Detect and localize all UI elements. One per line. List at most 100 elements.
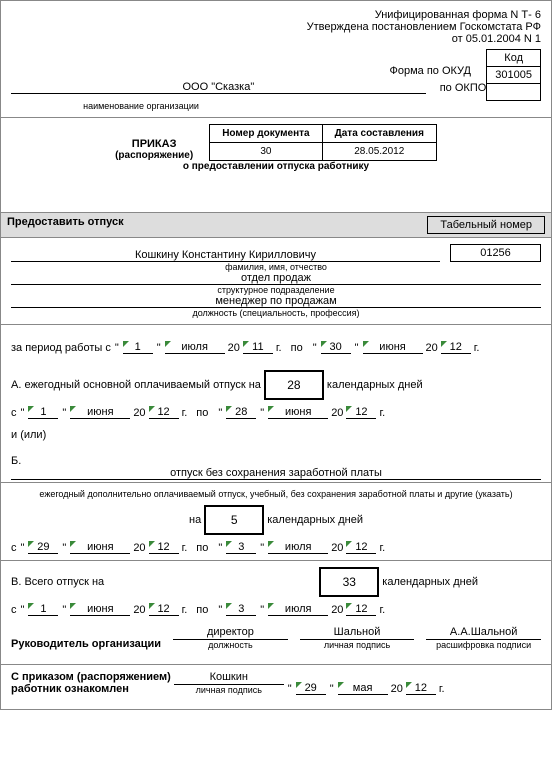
ack-sig: Кошкин: [174, 671, 284, 685]
y20: 20: [133, 542, 145, 554]
B-caption: ежегодный дополнительно оплачиваемый отп…: [11, 489, 541, 499]
A-days: 28: [264, 370, 324, 400]
org-caption: наименование организации: [11, 101, 271, 111]
tabnum-label: Табельный номер: [428, 217, 545, 234]
sign-name-caption: расшифровка подписи: [426, 640, 541, 650]
y20: 20: [391, 683, 403, 695]
ack-line1: С приказом (распоряжением): [11, 671, 171, 683]
y20: 20: [133, 407, 145, 419]
okpo-value: [487, 84, 541, 101]
form-line-1: Унифицированная форма N Т- 6: [11, 9, 541, 21]
order-sub1: (распоряжение): [115, 150, 193, 161]
V-d2: 3: [226, 603, 256, 616]
q: ": [259, 542, 265, 554]
B-s: с: [11, 542, 17, 554]
B-days: 5: [204, 505, 264, 535]
form-line-3: от 05.01.2004 N 1: [11, 33, 541, 45]
period-label: за период работы с: [11, 342, 111, 354]
sign-label: Руководитель организации: [11, 638, 161, 650]
g: г.: [379, 604, 385, 616]
g: г.: [276, 342, 282, 354]
V-po: по: [196, 604, 208, 616]
B-y2: 12: [346, 541, 376, 554]
org-name: ООО "Сказка": [11, 81, 426, 94]
y20: 20: [133, 604, 145, 616]
period-d2: 30: [321, 341, 351, 354]
A-label: А. ежегодный основной оплачиваемый отпус…: [11, 379, 261, 391]
B-d2: 3: [226, 541, 256, 554]
order-sub2: о предоставлении отпуска работнику: [11, 161, 541, 172]
q: ": [312, 342, 318, 354]
A-d2: 28: [226, 406, 256, 419]
q: ": [20, 604, 26, 616]
V-d1: 1: [28, 603, 58, 616]
q: ": [61, 407, 67, 419]
ack-m: мая: [338, 682, 388, 695]
g: г.: [439, 683, 445, 695]
pos-value: менеджер по продажам: [11, 295, 541, 308]
A-d1: 1: [28, 406, 58, 419]
q: ": [287, 683, 293, 695]
okud-label: Форма по ОКУД: [11, 65, 541, 77]
q: ": [217, 407, 223, 419]
docnum-value: 30: [210, 143, 322, 161]
ack-line2: работник ознакомлен: [11, 683, 171, 695]
q: ": [114, 342, 120, 354]
okpo-label: по ОКПО: [440, 82, 487, 94]
V-s: с: [11, 604, 17, 616]
period-y1: 11: [243, 341, 273, 354]
V-y1: 12: [149, 603, 179, 616]
q: ": [354, 342, 360, 354]
V-days: 33: [319, 567, 379, 597]
q: ": [20, 407, 26, 419]
V-y2: 12: [346, 603, 376, 616]
A-m1: июня: [70, 406, 130, 419]
sign-sig-caption: личная подпись: [300, 640, 415, 650]
sign-sig: Шальной: [300, 626, 415, 640]
g: г.: [474, 342, 480, 354]
period-d1: 1: [123, 341, 153, 354]
y20: 20: [331, 407, 343, 419]
pos-caption: должность (специальность, профессия): [11, 308, 541, 318]
y20: 20: [228, 342, 240, 354]
q: ": [156, 342, 162, 354]
form-line-2: Утверждена постановлением Госкомстата РФ: [11, 21, 541, 33]
period-m1: июля: [165, 341, 225, 354]
V-suffix: календарных дней: [382, 576, 478, 588]
ack-y: 12: [406, 682, 436, 695]
A-m2: июня: [268, 406, 328, 419]
docnum-label: Номер документа: [210, 125, 322, 143]
y20: 20: [331, 604, 343, 616]
sign-name: А.А.Шальной: [426, 626, 541, 640]
g: г.: [379, 542, 385, 554]
date-value: 28.05.2012: [322, 143, 436, 161]
period-m2: июня: [363, 341, 423, 354]
dept-caption: структурное подразделение: [11, 285, 541, 295]
ili: и (или): [11, 429, 541, 441]
period-y2: 12: [441, 341, 471, 354]
B-po: по: [196, 542, 208, 554]
V-m1: июня: [70, 603, 130, 616]
A-po: по: [196, 407, 208, 419]
y20: 20: [426, 342, 438, 354]
kod-header: Код: [487, 50, 541, 67]
dept-value: отдел продаж: [11, 272, 541, 285]
q: ": [329, 683, 335, 695]
g: г.: [379, 407, 385, 419]
q: ": [217, 604, 223, 616]
B-m2: июля: [268, 541, 328, 554]
q: ": [61, 604, 67, 616]
A-s: с: [11, 407, 17, 419]
q: ": [217, 542, 223, 554]
sign-pos: директор: [173, 626, 288, 640]
q: ": [20, 542, 26, 554]
po: по: [291, 342, 303, 354]
B-suffix: календарных дней: [267, 514, 363, 526]
B-m1: июня: [70, 541, 130, 554]
fio-value: Кошкину Константину Кирилловичу: [11, 249, 440, 262]
A-suffix: календарных дней: [327, 379, 423, 391]
q: ": [259, 604, 265, 616]
sign-pos-caption: должность: [173, 640, 288, 650]
V-m2: июля: [268, 603, 328, 616]
ack-d: 29: [296, 682, 326, 695]
